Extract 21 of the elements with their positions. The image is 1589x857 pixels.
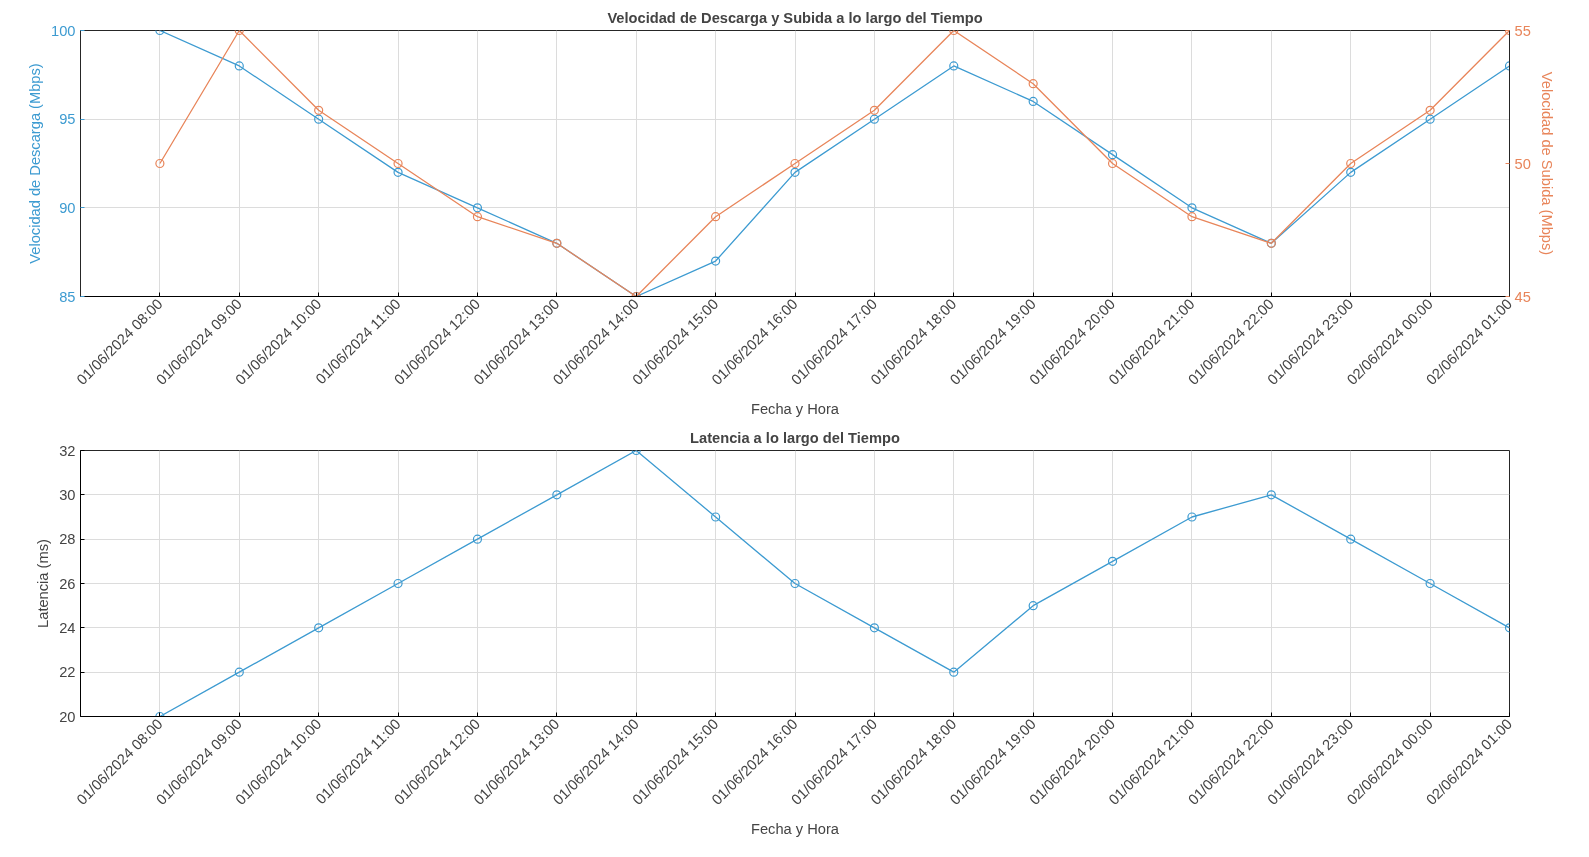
y2-tick-label: 50	[1514, 155, 1531, 172]
y-tick-label: 24	[59, 619, 76, 636]
y-tick-label: 90	[59, 199, 76, 216]
y-tick-label: 30	[59, 486, 76, 503]
y-tick-label: 28	[59, 531, 76, 548]
y-tick-label: 26	[59, 575, 76, 592]
y2-axis-title: Velocidad de Subida (Mbps)	[1538, 71, 1555, 256]
x-axis-title: Fecha y Hora	[751, 821, 840, 838]
x-axis-title: Fecha y Hora	[751, 401, 840, 418]
chart-title: Velocidad de Descarga y Subida a lo largo del Tiempo	[607, 9, 983, 26]
y-tick-label: 22	[59, 664, 76, 681]
y-tick-label: 20	[59, 708, 76, 725]
y-tick-label: 95	[59, 111, 76, 128]
chart-title: Latencia a lo largo del Tiempo	[690, 429, 900, 446]
y2-tick-label: 45	[1514, 288, 1531, 305]
y2-tick-label: 55	[1514, 22, 1531, 39]
y-axis-title: Latencia (ms)	[35, 539, 52, 628]
y-tick-label: 32	[59, 442, 76, 459]
y-tick-label: 100	[51, 22, 76, 39]
y-axis-title: Velocidad de Descarga (Mbps)	[27, 63, 44, 264]
y-tick-label: 85	[59, 288, 76, 305]
